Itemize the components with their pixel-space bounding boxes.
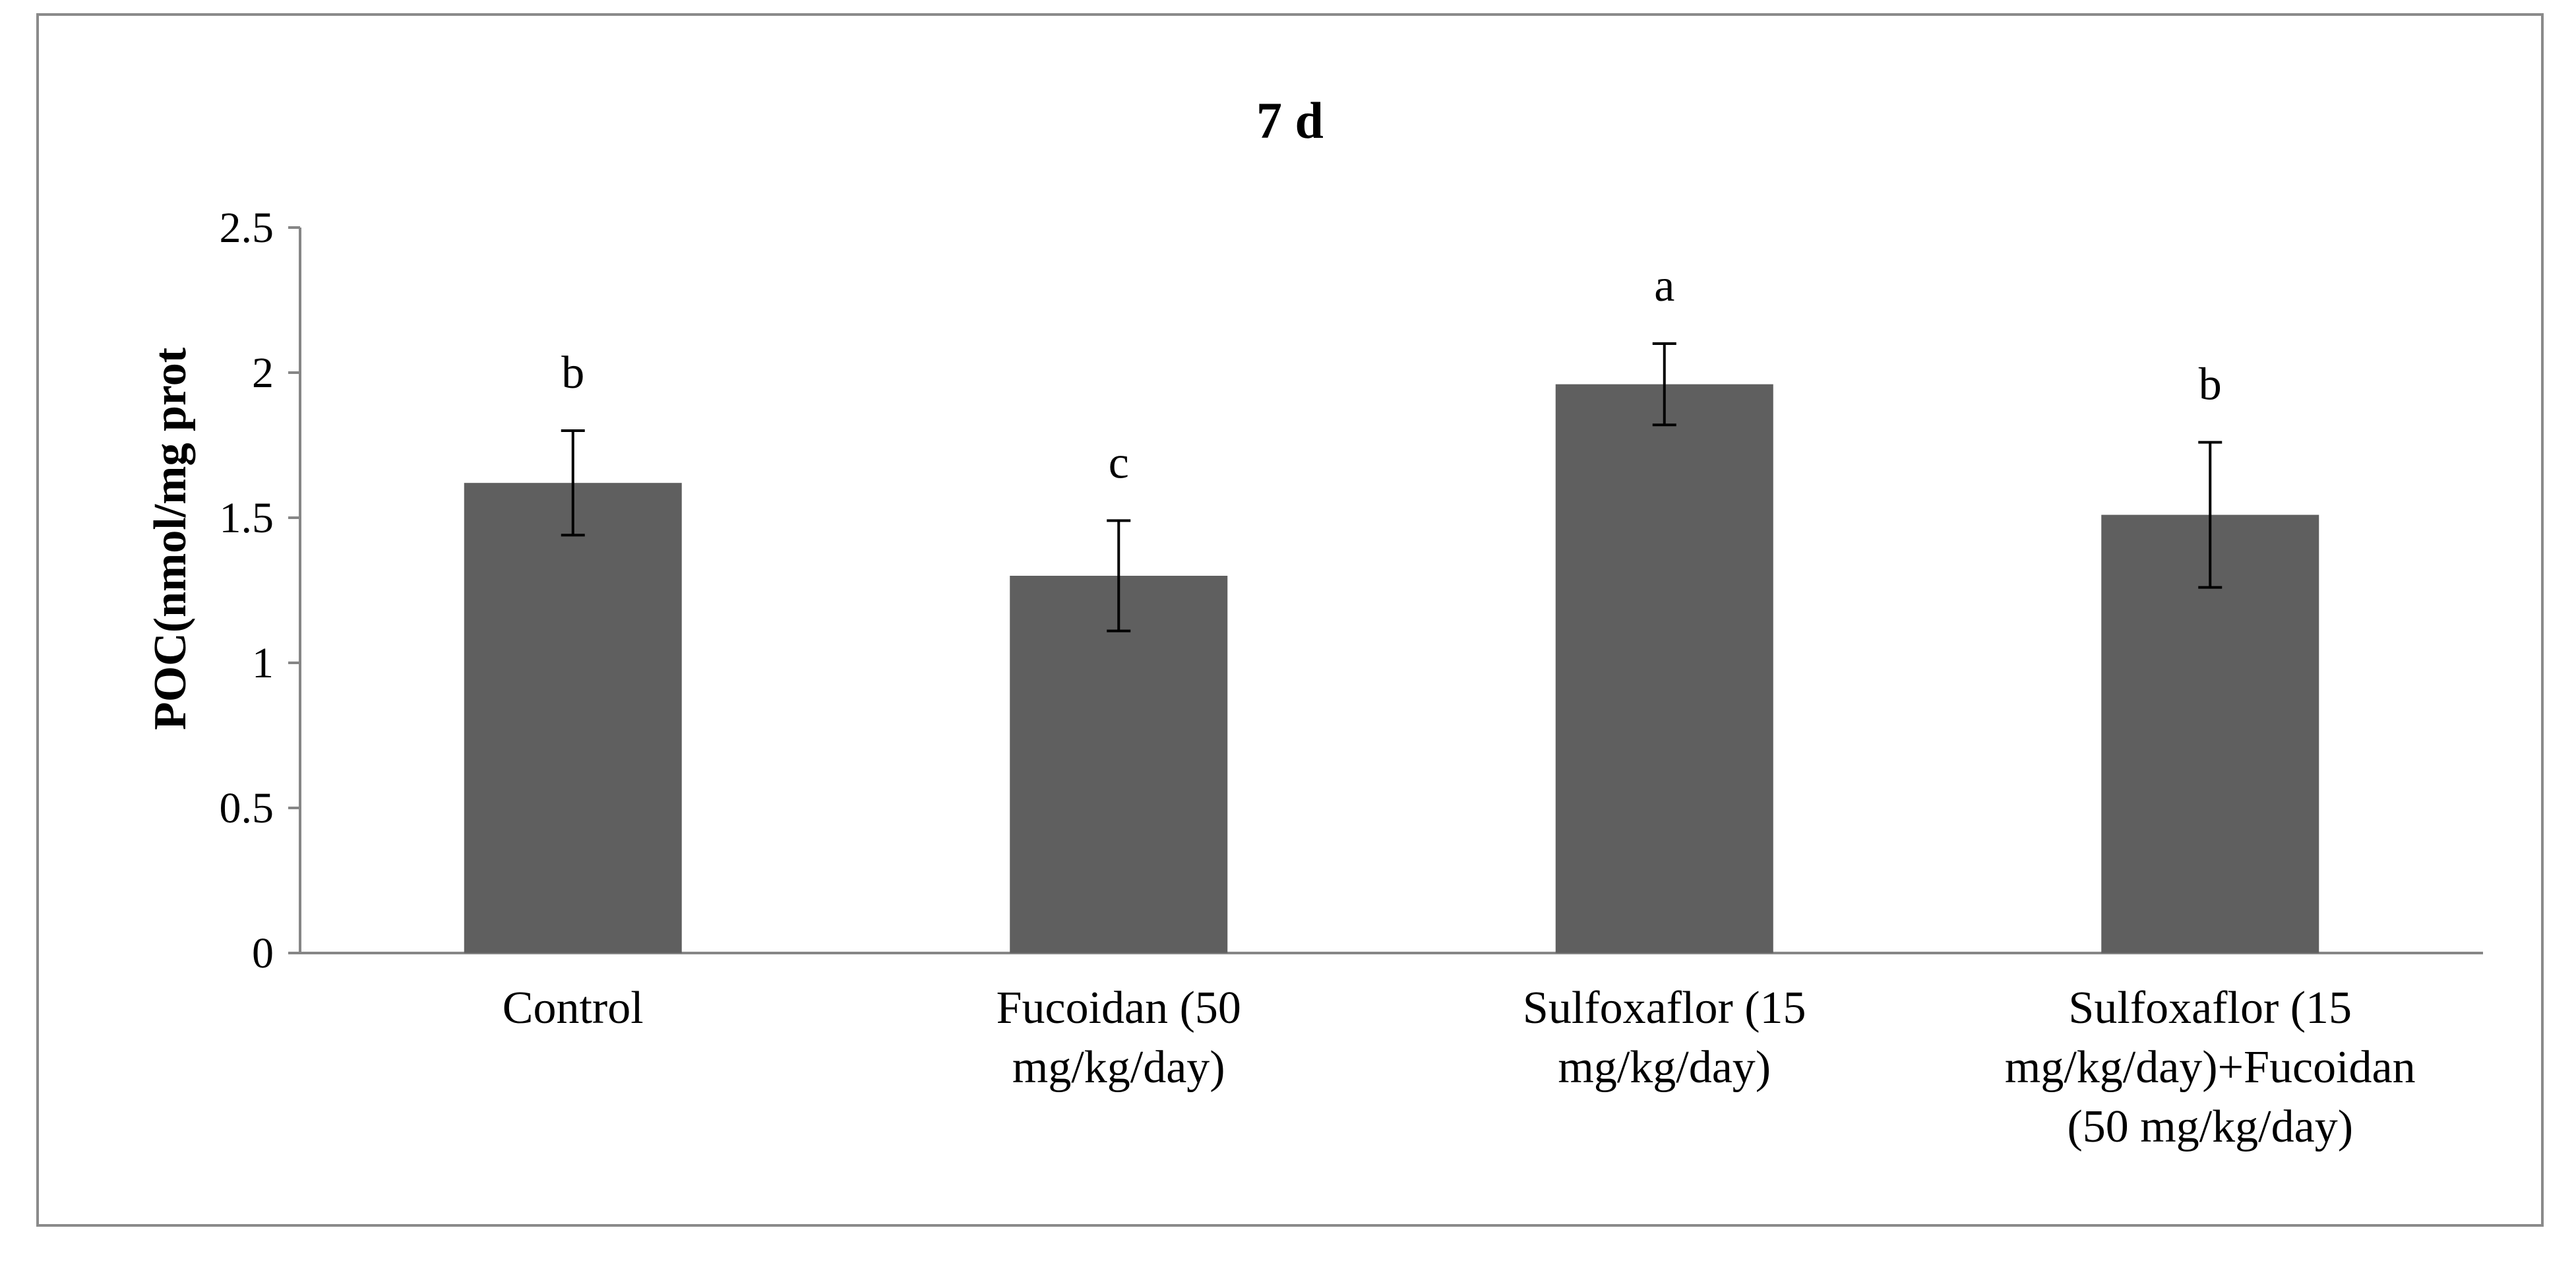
y-tick-label: 1.5 [220,494,274,542]
bar [464,483,682,953]
plot-area: 0 0.5 1 1.5 2 2.5 b Control c Fucoidan (50 mg/kg/d… [220,204,2483,1152]
y-axis-label: POC(nmol/mg prot [145,348,196,730]
x-tick-label: Fucoidan (50 [997,983,1241,1033]
chart-title: 7 d [1256,92,1324,149]
bar-chart: 7 d POC(nmol/mg prot 0 0.5 1 1.5 2 2.5 b Contro… [145,92,2483,1152]
y-tick-label: 2 [252,349,274,397]
x-tick-label: mg/kg/day) [1012,1042,1225,1093]
x-tick-label: (50 mg/kg/day) [2067,1101,2353,1152]
y-tick-label: 2.5 [220,204,274,252]
significance-letter: c [1109,437,1129,488]
y-tick-label: 0 [252,929,274,977]
x-tick-label: Sulfoxaflor (15 [1523,983,1806,1033]
x-tick-label: mg/kg/day) [1558,1042,1771,1093]
x-tick-label: Sulfoxaflor (15 [2068,983,2352,1033]
significance-letter: b [561,348,584,398]
significance-letter: a [1654,261,1674,311]
y-tick-label: 0.5 [220,784,274,832]
bar [1555,384,1773,953]
chart-frame: 7 d POC(nmol/mg prot 0 0.5 1 1.5 2 2.5 b Contro… [36,13,2544,1227]
y-tick-label: 1 [252,639,274,687]
significance-letter: b [2199,359,2222,410]
bar [1010,576,1228,953]
x-tick-label: Control [503,983,644,1033]
x-tick-label: mg/kg/day)+Fucoidan [2005,1042,2416,1093]
